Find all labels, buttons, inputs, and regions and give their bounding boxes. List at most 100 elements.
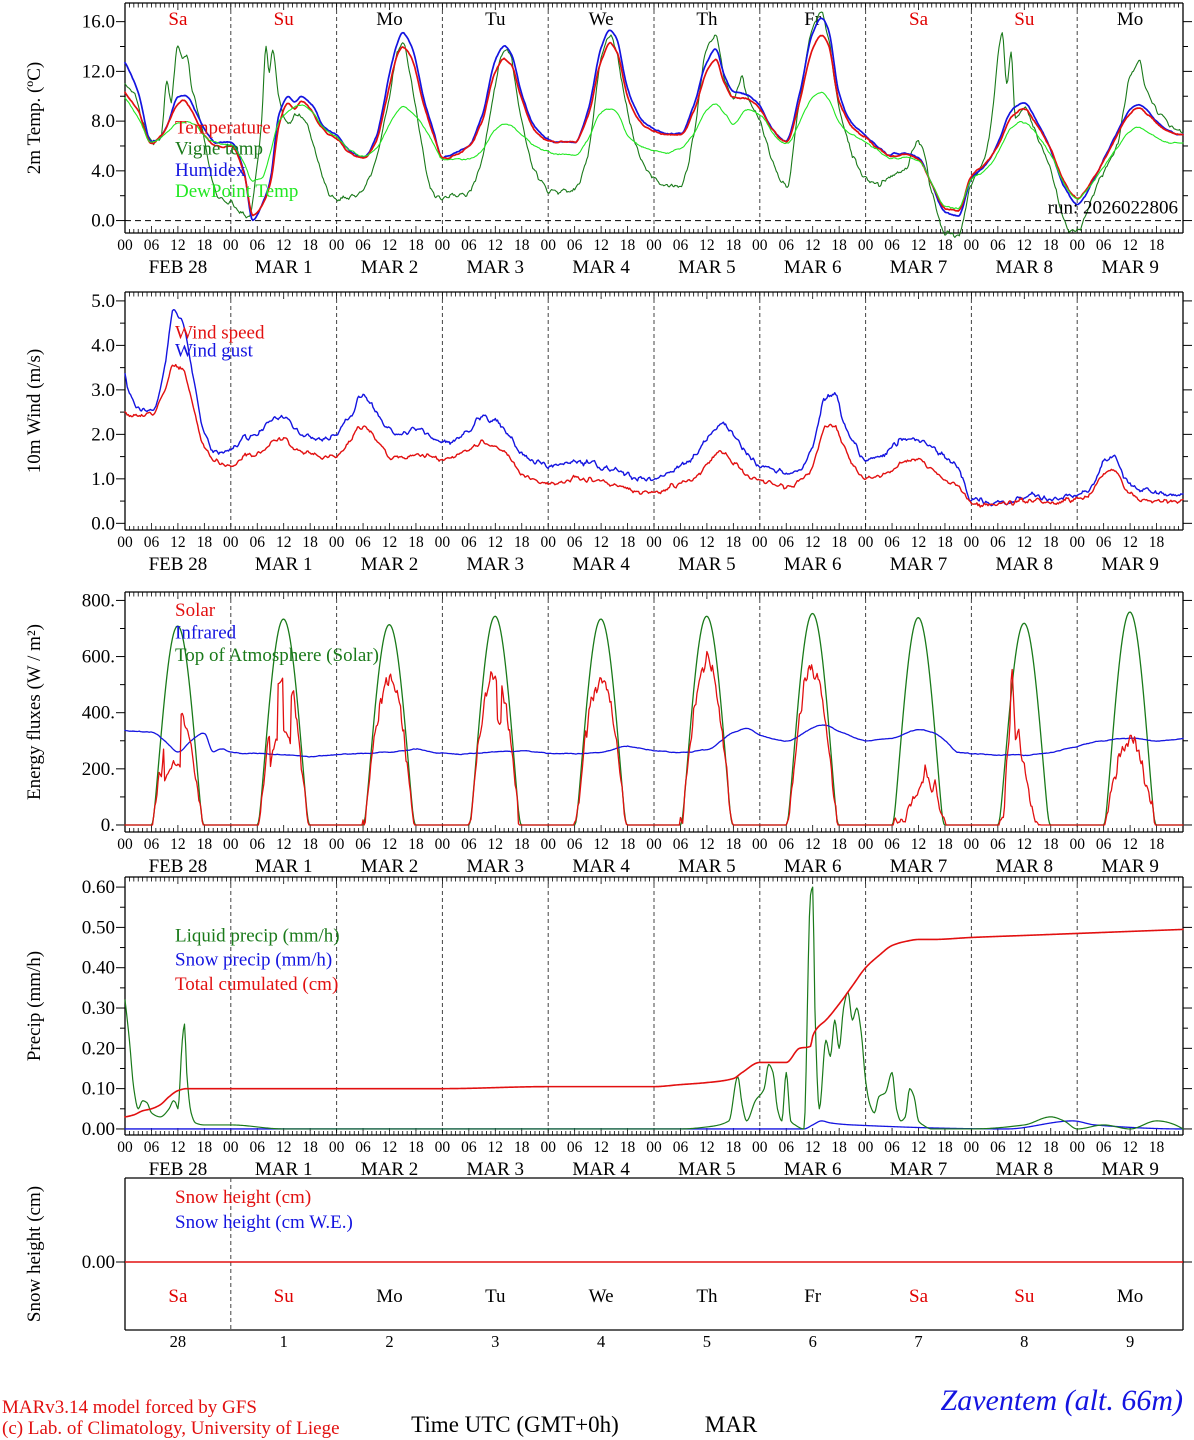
svg-text:12: 12 <box>1122 1139 1138 1156</box>
svg-text:00: 00 <box>329 237 345 254</box>
svg-text:06: 06 <box>250 1139 266 1156</box>
svg-text:Fr: Fr <box>804 1286 822 1307</box>
svg-text:18: 18 <box>620 836 636 853</box>
svg-text:MAR 5: MAR 5 <box>678 554 736 575</box>
svg-text:0.00: 0.00 <box>82 1119 115 1140</box>
svg-text:18: 18 <box>1043 1139 1059 1156</box>
svg-text:00: 00 <box>329 836 345 853</box>
svg-text:12.0: 12.0 <box>82 61 115 82</box>
svg-text:Time UTC (GMT+0h): Time UTC (GMT+0h) <box>411 1412 619 1437</box>
svg-text:0.0: 0.0 <box>91 211 115 232</box>
svg-text:00: 00 <box>117 836 133 853</box>
svg-text:18: 18 <box>1043 237 1059 254</box>
svg-text:18: 18 <box>937 534 953 551</box>
svg-text:Zaventem (alt. 66m): Zaventem (alt. 66m) <box>941 1384 1183 1417</box>
svg-text:18: 18 <box>197 1139 213 1156</box>
svg-text:00: 00 <box>540 836 556 853</box>
svg-text:MAR 6: MAR 6 <box>784 1159 842 1180</box>
svg-text:18: 18 <box>514 237 530 254</box>
svg-text:00: 00 <box>858 237 874 254</box>
svg-text:12: 12 <box>276 1139 292 1156</box>
svg-text:FEB 28: FEB 28 <box>149 1159 208 1180</box>
svg-text:Su: Su <box>1014 9 1035 30</box>
svg-text:18: 18 <box>620 534 636 551</box>
svg-text:00: 00 <box>1069 534 1085 551</box>
svg-text:12: 12 <box>805 836 821 853</box>
svg-text:MAR 6: MAR 6 <box>784 856 842 877</box>
svg-text:06: 06 <box>673 1139 689 1156</box>
svg-text:28: 28 <box>170 1332 187 1351</box>
svg-text:00: 00 <box>435 836 451 853</box>
svg-text:600.: 600. <box>82 647 115 668</box>
svg-text:12: 12 <box>488 237 504 254</box>
svg-text:06: 06 <box>1096 836 1112 853</box>
svg-text:4.0: 4.0 <box>91 335 115 356</box>
svg-text:Snow height (cm): Snow height (cm) <box>24 1186 45 1322</box>
svg-text:DewPoint Temp: DewPoint Temp <box>175 181 298 202</box>
svg-text:12: 12 <box>1017 534 1033 551</box>
svg-text:12: 12 <box>593 836 609 853</box>
svg-text:06: 06 <box>1096 1139 1112 1156</box>
svg-text:06: 06 <box>779 534 795 551</box>
svg-text:MAR 4: MAR 4 <box>572 554 630 575</box>
svg-text:5: 5 <box>703 1332 711 1351</box>
svg-text:Th: Th <box>696 9 718 30</box>
svg-text:06: 06 <box>461 1139 477 1156</box>
svg-text:We: We <box>589 1286 614 1307</box>
svg-text:06: 06 <box>779 836 795 853</box>
svg-text:MAR 4: MAR 4 <box>572 1159 630 1180</box>
svg-text:06: 06 <box>461 836 477 853</box>
svg-text:Su: Su <box>274 1286 295 1307</box>
svg-text:0.50: 0.50 <box>82 917 115 938</box>
svg-text:00: 00 <box>223 836 239 853</box>
svg-text:MAR: MAR <box>705 1412 758 1437</box>
svg-text:18: 18 <box>726 836 742 853</box>
svg-text:2.0: 2.0 <box>91 424 115 445</box>
svg-text:00: 00 <box>117 237 133 254</box>
svg-text:200.: 200. <box>82 759 115 780</box>
svg-text:Wind gust: Wind gust <box>175 341 254 362</box>
svg-text:18: 18 <box>408 836 424 853</box>
svg-text:0.40: 0.40 <box>82 958 115 979</box>
svg-text:06: 06 <box>355 836 371 853</box>
svg-text:00: 00 <box>964 836 980 853</box>
svg-text:Tu: Tu <box>485 9 506 30</box>
svg-text:18: 18 <box>937 1139 953 1156</box>
svg-text:06: 06 <box>1096 237 1112 254</box>
svg-text:06: 06 <box>779 1139 795 1156</box>
svg-text:18: 18 <box>302 237 318 254</box>
svg-text:5.0: 5.0 <box>91 291 115 312</box>
svg-text:0.10: 0.10 <box>82 1079 115 1100</box>
svg-text:0.0: 0.0 <box>91 513 115 534</box>
svg-text:MARv3.14 model forced by GFS: MARv3.14 model forced by GFS <box>2 1397 257 1418</box>
svg-text:06: 06 <box>250 237 266 254</box>
svg-text:00: 00 <box>1069 836 1085 853</box>
svg-text:Liquid precip (mm/h): Liquid precip (mm/h) <box>175 926 340 947</box>
svg-text:12: 12 <box>699 534 715 551</box>
svg-text:Th: Th <box>696 1286 718 1307</box>
svg-text:12: 12 <box>593 1139 609 1156</box>
svg-text:06: 06 <box>990 534 1006 551</box>
svg-text:06: 06 <box>779 237 795 254</box>
svg-text:18: 18 <box>408 237 424 254</box>
svg-text:Top of Atmosphere (Solar): Top of Atmosphere (Solar) <box>175 645 379 666</box>
svg-text:MAR 4: MAR 4 <box>572 257 630 278</box>
svg-text:18: 18 <box>1043 836 1059 853</box>
svg-text:00: 00 <box>858 534 874 551</box>
svg-text:06: 06 <box>884 1139 900 1156</box>
svg-text:06: 06 <box>884 836 900 853</box>
svg-text:00: 00 <box>964 534 980 551</box>
svg-text:18: 18 <box>831 1139 847 1156</box>
svg-text:6: 6 <box>809 1332 817 1351</box>
svg-text:MAR 2: MAR 2 <box>361 1159 419 1180</box>
svg-text:12: 12 <box>1122 237 1138 254</box>
svg-text:18: 18 <box>1149 534 1165 551</box>
svg-text:FEB 28: FEB 28 <box>149 554 208 575</box>
svg-text:Mo: Mo <box>376 1286 402 1307</box>
svg-text:12: 12 <box>382 237 398 254</box>
svg-text:Sa: Sa <box>168 1286 188 1307</box>
svg-text:2m Temp. (ºC): 2m Temp. (ºC) <box>24 62 45 174</box>
svg-text:18: 18 <box>302 534 318 551</box>
svg-text:Snow height (cm): Snow height (cm) <box>175 1187 311 1208</box>
svg-text:06: 06 <box>990 1139 1006 1156</box>
